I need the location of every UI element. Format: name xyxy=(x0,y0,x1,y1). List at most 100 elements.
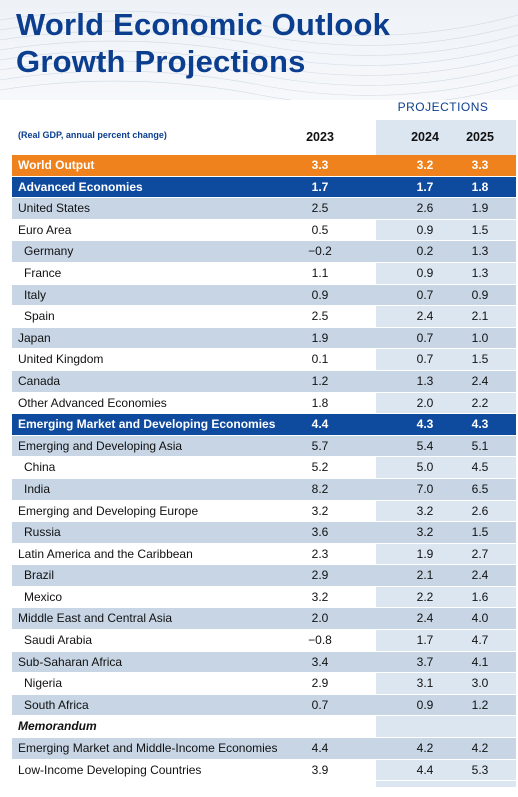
value-cell-2023: 4.4 xyxy=(311,741,329,756)
value-cell-2025: 1.9 xyxy=(471,201,489,216)
value-cell-2023: 0.5 xyxy=(311,222,329,237)
table-row: China 5.2 5.0 4.5 xyxy=(12,457,516,479)
table-row: Advanced Economies 1.7 1.7 1.8 xyxy=(12,176,516,199)
value-cell-2025: 4.7 xyxy=(471,633,489,648)
value-cell-2024: 3.1 xyxy=(416,676,434,691)
table-row: Italy 0.9 0.7 0.9 xyxy=(12,284,516,307)
value-cell-2024: 2.2 xyxy=(416,589,434,604)
value-cell-2024: 0.9 xyxy=(416,697,434,712)
row-label: South Africa xyxy=(24,697,89,712)
row-label: France xyxy=(24,265,62,280)
value-cell-2024: 4.2 xyxy=(416,741,434,756)
value-cell-2024: 3.7 xyxy=(416,654,434,669)
value-cell-2025: 4.5 xyxy=(471,460,489,475)
value-cell-2025: 1.6 xyxy=(471,589,489,604)
table-row: Sub-Saharan Africa 3.4 3.7 4.1 xyxy=(12,651,516,674)
table-row: Nigeria 2.9 3.1 3.0 xyxy=(12,673,516,695)
row-label: Emerging Market and Developing Economies xyxy=(18,417,276,432)
table-row: Mexico 3.2 2.2 1.6 xyxy=(12,587,516,609)
value-cell-2025: 1.3 xyxy=(471,265,489,280)
value-cell-2023: −0.8 xyxy=(308,633,332,648)
table-row: Memorandum xyxy=(12,716,516,739)
title-line-1: World Economic Outlook xyxy=(16,7,391,42)
row-label: World Output xyxy=(18,158,95,172)
value-cell-2023: 3.4 xyxy=(311,654,329,669)
value-cell-2025: 0.9 xyxy=(471,287,489,302)
value-cell-2025: 3.3 xyxy=(471,158,489,172)
value-cell-2023: 1.2 xyxy=(311,373,329,388)
value-cell-2024: 0.2 xyxy=(416,244,434,259)
value-cell-2023: 3.2 xyxy=(311,589,329,604)
table-row: Latin America and the Caribbean 2.3 1.9 2.7 xyxy=(12,544,516,566)
row-label: Memorandum xyxy=(18,719,97,734)
row-label: Canada xyxy=(18,373,61,388)
row-label: Brazil xyxy=(24,568,55,583)
value-cell-2025: 5.3 xyxy=(471,762,489,777)
growth-table: World Output 3.3 3.2 3.3 Advanced Economies 1… xyxy=(12,155,516,782)
value-cell-2024: 2.4 xyxy=(416,309,434,324)
value-cell-2025: 2.7 xyxy=(471,546,489,561)
value-cell-2024: 2.0 xyxy=(416,395,434,410)
value-cell-2024: 3.2 xyxy=(416,158,434,172)
value-cell-2023: 0.1 xyxy=(311,352,329,367)
table-row: France 1.1 0.9 1.3 xyxy=(12,263,516,285)
value-cell-2024: 1.9 xyxy=(416,546,434,561)
value-cell-2025: 1.2 xyxy=(471,697,489,712)
value-cell-2024: 2.1 xyxy=(416,568,434,583)
value-cell-2024: 0.7 xyxy=(416,352,434,367)
row-label: Germany xyxy=(24,244,74,259)
wave-pattern-decoration xyxy=(0,10,518,100)
value-cell-2025: 1.5 xyxy=(471,525,489,540)
value-cell-2024: 0.7 xyxy=(416,330,434,345)
value-cell-2024: 1.7 xyxy=(416,179,434,194)
row-label: Italy xyxy=(24,287,47,302)
row-label: Russia xyxy=(24,525,61,540)
year-header-2025: 2025 xyxy=(466,130,494,144)
value-cell-2023: 1.1 xyxy=(311,265,329,280)
table-row: Emerging and Developing Asia 5.7 5.4 5.1 xyxy=(12,435,516,458)
table-row: Canada 1.2 1.3 2.4 xyxy=(12,370,516,393)
value-cell-2024: 1.3 xyxy=(416,373,434,388)
value-cell-2023: 2.9 xyxy=(311,568,329,583)
value-cell-2024: 4.3 xyxy=(416,417,434,432)
value-cell-2023: 5.7 xyxy=(311,438,329,453)
value-cell-2025: 1.5 xyxy=(471,222,489,237)
table-row: Other Advanced Economies 1.8 2.0 2.2 xyxy=(12,393,516,415)
value-cell-2023: 3.6 xyxy=(311,525,329,540)
row-label: Other Advanced Economies xyxy=(18,395,167,410)
row-label: India xyxy=(24,481,51,496)
value-cell-2025: 2.6 xyxy=(471,503,489,518)
value-cell-2025: 2.2 xyxy=(471,395,489,410)
value-cell-2024: 2.6 xyxy=(416,201,434,216)
value-cell-2024: 4.4 xyxy=(416,762,434,777)
value-cell-2025: 3.0 xyxy=(471,676,489,691)
value-cell-2023: 8.2 xyxy=(311,481,329,496)
value-cell-2025: 2.1 xyxy=(471,309,489,324)
table-row: Emerging Market and Developing Economies… xyxy=(12,414,516,436)
value-cell-2024: 3.2 xyxy=(416,503,434,518)
value-cell-2025: 4.2 xyxy=(471,741,489,756)
row-label: Mexico xyxy=(24,589,63,604)
value-cell-2025: 4.1 xyxy=(471,654,489,669)
value-cell-2024: 3.2 xyxy=(416,525,434,540)
table-row: Spain 2.5 2.4 2.1 xyxy=(12,306,516,328)
table-row: Emerging Market and Middle-Income Econom… xyxy=(12,738,516,760)
table-row: South Africa 0.7 0.9 1.2 xyxy=(12,694,516,717)
table-row: Emerging and Developing Europe 3.2 3.2 2.6 xyxy=(12,501,516,523)
row-label: Advanced Economies xyxy=(18,179,143,194)
row-label: Euro Area xyxy=(18,222,72,237)
value-cell-2023: 5.2 xyxy=(311,460,329,475)
value-cell-2023: 1.7 xyxy=(311,179,329,194)
value-cell-2025: 4.3 xyxy=(471,417,489,432)
row-label: Nigeria xyxy=(24,676,63,691)
value-cell-2024: 2.4 xyxy=(416,611,434,626)
table-row: United Kingdom 0.1 0.7 1.5 xyxy=(12,349,516,371)
table-row: Japan 1.9 0.7 1.0 xyxy=(12,327,516,350)
year-header-2023: 2023 xyxy=(306,130,334,144)
value-cell-2025: 1.5 xyxy=(471,352,489,367)
value-cell-2023: 2.9 xyxy=(311,676,329,691)
value-cell-2024: 0.9 xyxy=(416,222,434,237)
value-cell-2023: 2.5 xyxy=(311,201,329,216)
row-label: United Kingdom xyxy=(18,352,104,367)
table-row: Germany −0.2 0.2 1.3 xyxy=(12,241,516,263)
